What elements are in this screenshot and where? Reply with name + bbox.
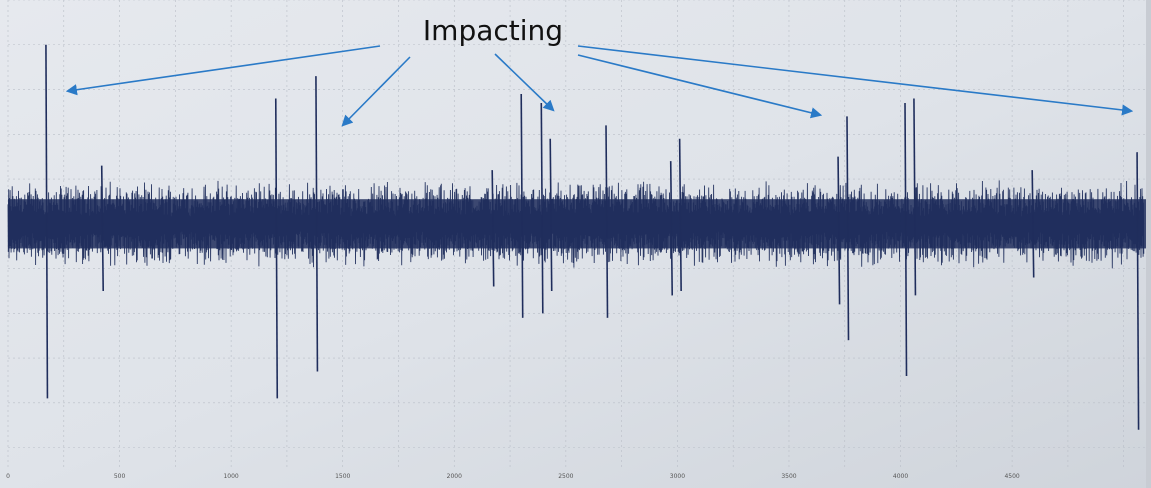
impact-spike: [605, 125, 609, 318]
x-tick-label: 1500: [335, 473, 350, 480]
impact-spike: [315, 76, 319, 372]
signal-core: [8, 199, 1146, 249]
annotation-arrow: [494, 53, 555, 112]
x-tick-label: 3000: [670, 473, 685, 480]
x-tick-label: 4500: [1004, 473, 1019, 480]
x-tick-label: 2000: [447, 473, 462, 480]
right-edge: [1146, 0, 1151, 488]
annotation-arrows: [65, 45, 1134, 127]
x-tick-label: 500: [114, 473, 126, 480]
x-tick-label: 3500: [781, 473, 796, 480]
impact-spike: [45, 44, 49, 399]
impact-spike: [846, 116, 850, 341]
impact-spike: [491, 170, 495, 287]
impact-spike: [100, 165, 105, 291]
annotation-arrow: [341, 56, 411, 127]
impact-spike: [913, 98, 917, 296]
annotation-arrow: [577, 45, 1134, 116]
impact-spike: [678, 138, 682, 291]
x-tick-label: 0: [6, 473, 10, 480]
impact-spike: [1031, 170, 1035, 278]
x-tick-label: 2500: [558, 473, 573, 480]
x-tick-label: 4000: [893, 473, 908, 480]
impact-spikes: [45, 44, 1140, 430]
impacting-annotation: Impacting: [65, 14, 1134, 127]
impact-spike: [520, 93, 524, 318]
impact-spike: [274, 98, 279, 399]
annotation-arrow: [577, 54, 823, 119]
impact-spike: [1136, 152, 1140, 430]
impact-spike: [904, 102, 908, 377]
impact-spike: [837, 156, 841, 305]
signal-trace: [7, 180, 1146, 269]
annotation-label: Impacting: [423, 14, 563, 47]
annotation-arrow: [65, 45, 381, 96]
impact-spike: [549, 138, 553, 291]
x-tick-label: 1000: [223, 473, 238, 480]
impact-spike: [540, 102, 544, 314]
x-axis-ticks: 0 500 1000 1500 2000 2500 3000 3500 4000 4500: [6, 473, 1020, 480]
impact-spike: [669, 161, 674, 296]
